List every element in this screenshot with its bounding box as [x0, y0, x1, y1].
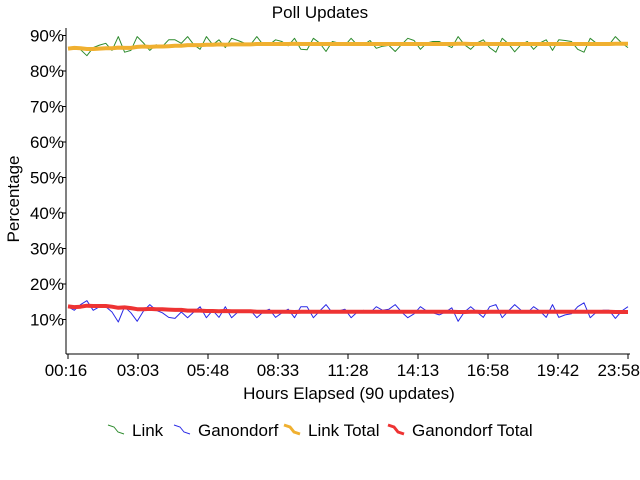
legend-label: Ganondorf: [198, 421, 279, 440]
x-tick-label: 05:48: [187, 361, 230, 380]
legend-swatch: [173, 424, 191, 435]
y-tick-label: 80%: [30, 62, 64, 81]
x-tick-label: 19:42: [537, 361, 580, 380]
y-tick-label: 90%: [30, 27, 64, 46]
x-tick-label: 16:58: [467, 361, 510, 380]
legend-label: Ganondorf Total: [412, 421, 533, 440]
legend-swatch: [387, 423, 405, 436]
y-tick-label: 50%: [30, 169, 64, 188]
x-tick-label: 03:03: [117, 361, 160, 380]
x-tick-label: 23:58: [597, 361, 640, 380]
chart-title: Poll Updates: [272, 3, 368, 22]
x-tick-label: 14:13: [397, 361, 440, 380]
y-axis-label: Percentage: [4, 156, 23, 243]
plot-area: [67, 36, 629, 323]
y-tick-label: 70%: [30, 98, 64, 117]
x-tick-label: 08:33: [257, 361, 300, 380]
y-tick-label: 20%: [30, 275, 64, 294]
legend-swatch: [107, 424, 125, 435]
y-axis-ticks: 10% 20% 30% 40% 50% 60% 70% 80% 90%: [30, 27, 66, 330]
x-axis-ticks: 00:16 03:03 05:48 08:33 11:28 14:13 16:58 19:42…: [45, 354, 640, 380]
legend: Link Ganondorf Link Total Ganondorf Total: [107, 421, 533, 440]
legend-label: Link: [132, 421, 164, 440]
y-tick-label: 60%: [30, 133, 64, 152]
series-line-ganondorf-total: [67, 303, 628, 314]
x-tick-label: 11:28: [327, 361, 368, 380]
legend-swatch: [283, 423, 301, 436]
y-tick-label: 30%: [30, 240, 64, 259]
y-tick-label: 40%: [30, 204, 64, 223]
series-line-link-total: [67, 41, 628, 51]
x-tick-label: 00:16: [45, 361, 88, 380]
y-tick-label: 10%: [30, 311, 64, 330]
x-axis-label: Hours Elapsed (90 updates): [243, 384, 455, 403]
legend-label: Link Total: [308, 421, 380, 440]
